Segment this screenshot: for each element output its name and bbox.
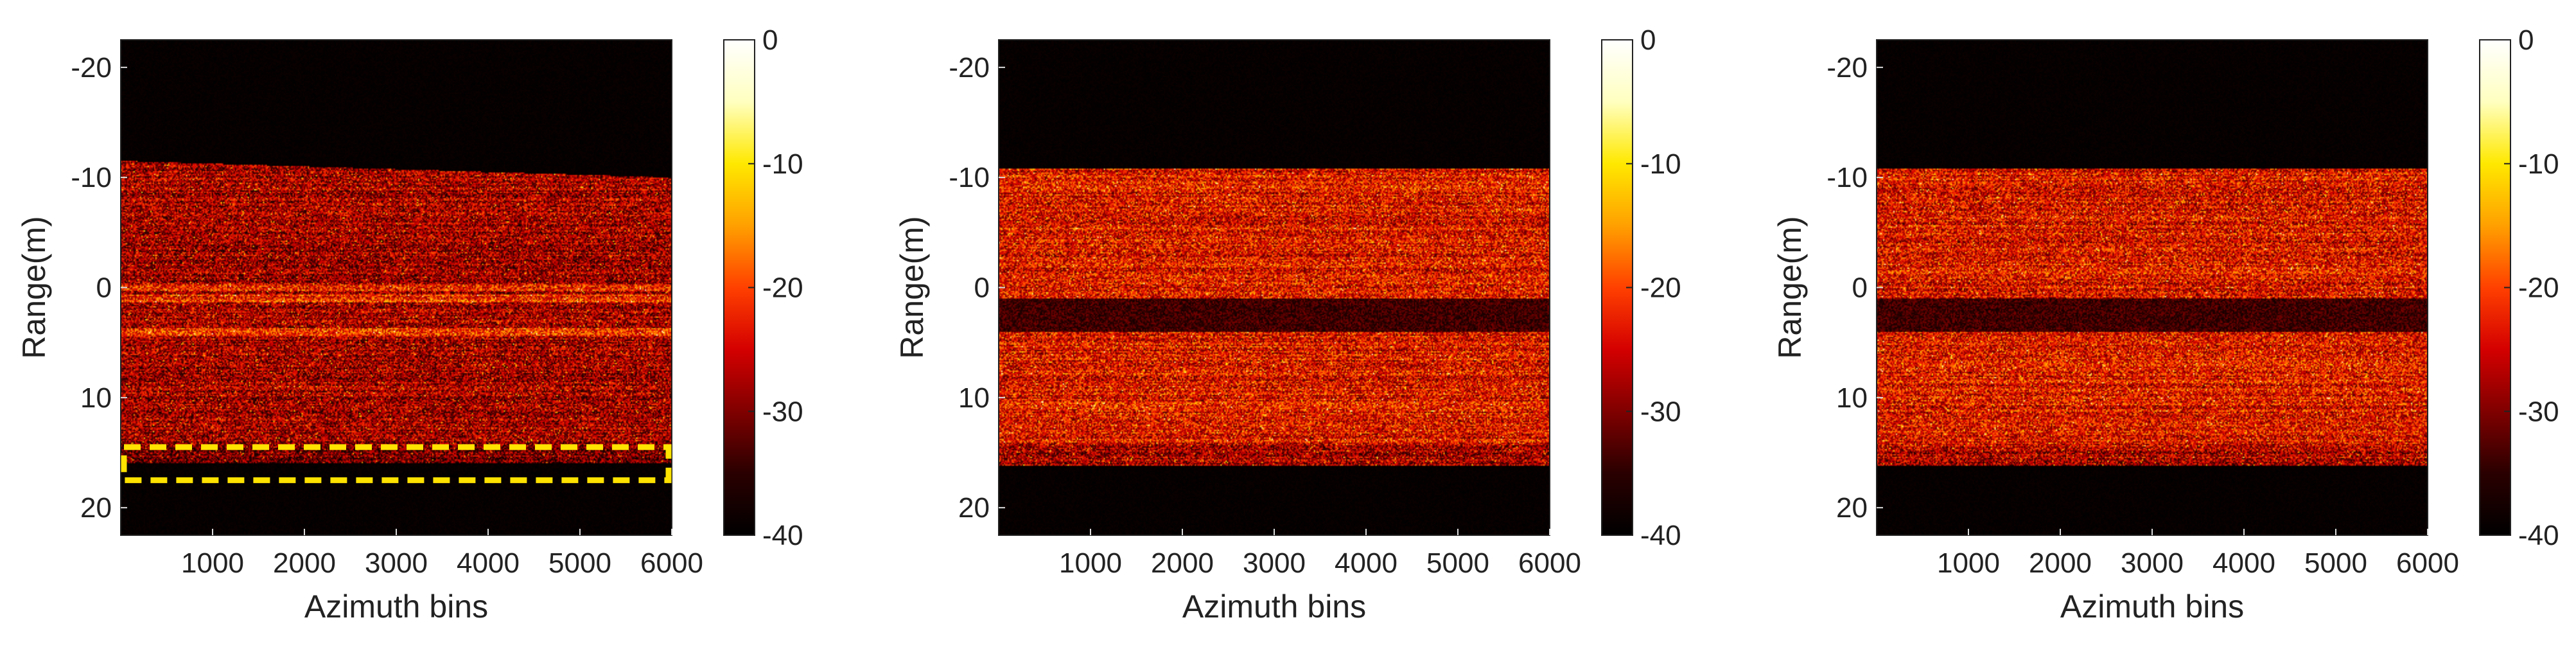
panel-1: 1000 2000 3000 4000 5000 6000 -20 -10 0 10 20 Azimu… [16,24,803,625]
x-tick-label: 4000 [457,547,520,579]
annotation-dashed-box [121,444,672,483]
panel-3: 1000 2000 3000 4000 5000 6000 -20 -10 0 10 20 Azimu… [1772,24,2559,625]
heatmap-image [999,40,1550,535]
y-axis-label: Range(m) [894,216,930,359]
y-tick-label: -10 [949,162,990,193]
colorbar-tick-label: -20 [1640,272,1681,304]
x-tick-label: 5000 [1426,547,1489,579]
x-tick-label: 2000 [273,547,336,579]
colorbar-tick-label: -20 [762,272,803,304]
x-tick-label: 3000 [1243,547,1306,579]
y-axis-label: Range(m) [1772,216,1808,359]
x-tick-label: 1000 [1937,547,2000,579]
y-axis-label: Range(m) [16,216,52,359]
colorbar-tick-label: -40 [1640,520,1681,551]
panel-2: 1000 2000 3000 4000 5000 6000 -20 -10 0 10 20 Azimu… [894,24,1681,625]
x-tick-label: 5000 [2304,547,2367,579]
colorbar-tick-label: 0 [762,24,778,56]
heatmap-image [1877,40,2428,535]
y-tick-label: 10 [1836,382,1868,414]
colorbar-tick-label: -40 [2518,520,2559,551]
x-tick-label: 1000 [1059,547,1122,579]
x-tick-label: 1000 [181,547,244,579]
y-tick-label: 10 [80,382,112,414]
y-tick-label: 20 [1836,492,1868,524]
y-tick-label: 10 [958,382,990,414]
colorbar-tick-label: 0 [1640,24,1656,56]
x-tick-label: 6000 [640,547,703,579]
colorbar: 0 -10 -20 -30 -40 [2479,24,2559,551]
x-tick-label: 2000 [2029,547,2092,579]
x-axis-label: Azimuth bins [304,589,488,625]
y-tick-label: 20 [80,492,112,524]
colorbar-tick-label: -30 [762,396,803,427]
colorbar-tick-label: -30 [2518,396,2559,427]
colorbar-tick-label: -10 [2518,148,2559,180]
x-axis-label: Azimuth bins [2060,589,2244,625]
x-tick-label: 4000 [1335,547,1398,579]
x-tick-label: 3000 [2121,547,2184,579]
y-tick-label: 20 [958,492,990,524]
y-tick-label: -20 [71,52,112,84]
y-tick-label: -20 [1827,52,1868,84]
y-tick-label: 0 [1852,272,1868,304]
x-tick-label: 6000 [1518,547,1581,579]
x-tick-label: 2000 [1151,547,1214,579]
y-tick-label: -20 [949,52,990,84]
x-axis-label: Azimuth bins [1182,589,1366,625]
colorbar-tick-label: -10 [762,148,803,180]
x-tick-label: 6000 [2396,547,2459,579]
x-tick-label: 3000 [365,547,428,579]
heatmap-image [121,40,672,535]
colorbar-tick-label: -10 [1640,148,1681,180]
y-tick-label: -10 [71,162,112,193]
x-tick-label: 5000 [548,547,611,579]
y-tick-label: 0 [96,272,112,304]
y-tick-label: 0 [974,272,990,304]
colorbar: 0 -10 -20 -30 -40 [1601,24,1681,551]
colorbar-tick-label: -20 [2518,272,2559,304]
x-tick-label: 4000 [2212,547,2275,579]
colorbar-tick-label: -30 [1640,396,1681,427]
colorbar: 0 -10 -20 -30 -40 [723,24,803,551]
colorbar-tick-label: -40 [762,520,803,551]
y-tick-label: -10 [1827,162,1868,193]
colorbar-tick-label: 0 [2518,24,2534,56]
